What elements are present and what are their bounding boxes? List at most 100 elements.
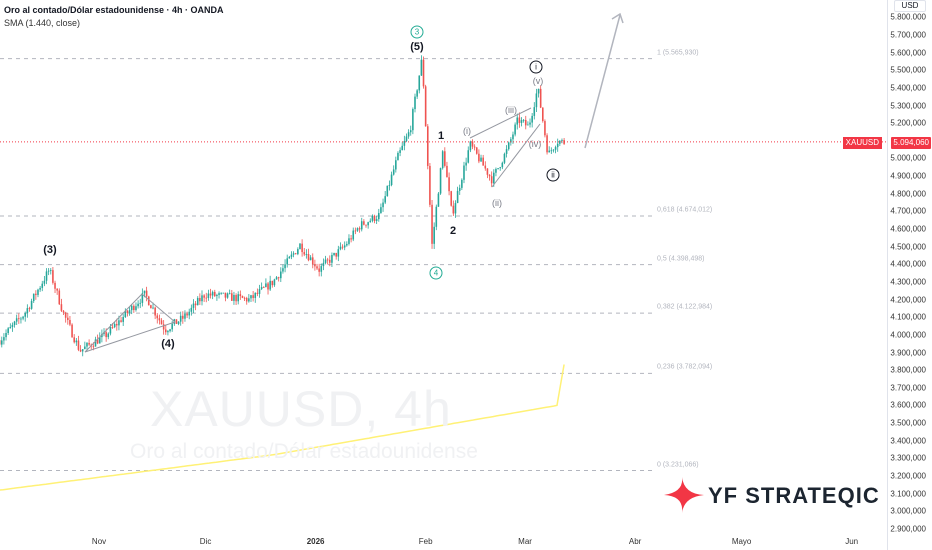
- candle: [360, 217, 363, 232]
- candle: [45, 268, 48, 285]
- candle-body: [81, 349, 84, 352]
- candle-body: [441, 151, 444, 169]
- candle-body: [245, 297, 248, 302]
- chart-title[interactable]: Oro al contado/Dólar estadounidense · 4h…: [4, 5, 224, 15]
- candle: [288, 255, 291, 259]
- price-tick: 5.600,000: [890, 48, 926, 58]
- candle-body: [373, 215, 376, 221]
- candle: [124, 308, 127, 319]
- candle: [358, 226, 361, 233]
- triangle-wave-4: [84, 293, 176, 353]
- candle: [363, 219, 365, 226]
- candle-body: [118, 320, 120, 326]
- candle-body: [3, 337, 5, 341]
- price-tick: 5.500,000: [890, 65, 926, 75]
- candle-body: [124, 310, 127, 318]
- candle: [320, 263, 323, 277]
- candle-body: [369, 220, 372, 223]
- candle-body: [67, 317, 69, 320]
- candle-body: [424, 86, 427, 127]
- candle-body: [420, 59, 423, 76]
- candle-body: [397, 152, 399, 161]
- candle-body: [405, 136, 408, 141]
- candle-body: [363, 221, 365, 225]
- candle-body: [303, 252, 306, 255]
- candle-body: [88, 342, 90, 345]
- candle: [139, 298, 142, 309]
- candle-body: [395, 160, 397, 170]
- watermark-name: Oro al contado/Dólar estadounidense: [130, 440, 478, 463]
- candle-body: [186, 313, 188, 316]
- candle: [39, 285, 41, 292]
- candle-body: [18, 318, 20, 320]
- candle-body: [412, 109, 414, 131]
- candle-body: [105, 332, 107, 338]
- price-tick: 4.500,000: [890, 242, 926, 252]
- candle-body: [358, 228, 361, 230]
- candle-body: [128, 310, 131, 314]
- candle: [77, 335, 80, 352]
- candle-body: [143, 290, 146, 294]
- candle: [544, 119, 546, 138]
- candle-body: [390, 174, 393, 186]
- candle-body: [169, 329, 171, 332]
- wave-label-i: (i): [463, 126, 471, 136]
- candle-body: [360, 221, 363, 230]
- candle: [480, 154, 482, 163]
- time-tick: Feb: [418, 537, 433, 546]
- candle-body: [211, 291, 214, 296]
- currency-button[interactable]: USD: [894, 0, 926, 12]
- candle: [354, 227, 357, 235]
- candle: [205, 292, 208, 303]
- candle-body: [554, 147, 557, 150]
- candle-body: [422, 59, 425, 87]
- candle-body: [237, 294, 240, 302]
- candle-body: [380, 207, 382, 214]
- candle-body: [486, 168, 489, 175]
- candle: [350, 235, 352, 243]
- candle: [550, 147, 553, 154]
- indicator-legend[interactable]: SMA (1.440, close): [4, 18, 81, 28]
- candle: [518, 112, 521, 128]
- candle: [280, 267, 282, 283]
- candle: [520, 117, 523, 127]
- candle-body: [137, 303, 139, 307]
- current-price-tag: 5.094,060: [891, 137, 931, 149]
- candle-body: [41, 283, 44, 288]
- candle: [429, 163, 431, 208]
- candle: [501, 161, 504, 170]
- candle: [463, 161, 465, 184]
- candle: [450, 190, 453, 207]
- candle: [69, 315, 71, 327]
- candle-body: [179, 315, 182, 322]
- candle-body: [367, 222, 369, 226]
- candle: [505, 145, 508, 158]
- candle-body: [207, 293, 210, 298]
- candle: [241, 295, 244, 299]
- candle: [554, 145, 557, 154]
- candle-body: [209, 293, 212, 296]
- candle-body: [467, 150, 470, 163]
- candle-body: [0, 340, 3, 345]
- candle: [401, 142, 404, 151]
- candle: [37, 288, 39, 298]
- candle-body: [126, 310, 129, 314]
- candle: [216, 293, 218, 301]
- price-axis[interactable]: 5.800.000 5.700,000 5.600,000 5.500,000 5.40…: [887, 0, 932, 550]
- candle-body: [241, 296, 244, 298]
- candle: [275, 276, 278, 280]
- price-tick: 3.600,000: [890, 400, 926, 410]
- candle-body: [196, 298, 199, 306]
- candle-body: [488, 174, 491, 177]
- candle-body: [269, 280, 271, 290]
- projection-arrow: [584, 12, 624, 149]
- candle-body: [407, 132, 410, 137]
- candle: [254, 292, 257, 303]
- candle: [5, 329, 7, 341]
- candle-body: [22, 316, 24, 319]
- logo-text: YF STRATEQIC: [708, 483, 880, 508]
- candle: [62, 310, 65, 315]
- candle: [116, 318, 118, 331]
- candle: [107, 332, 110, 340]
